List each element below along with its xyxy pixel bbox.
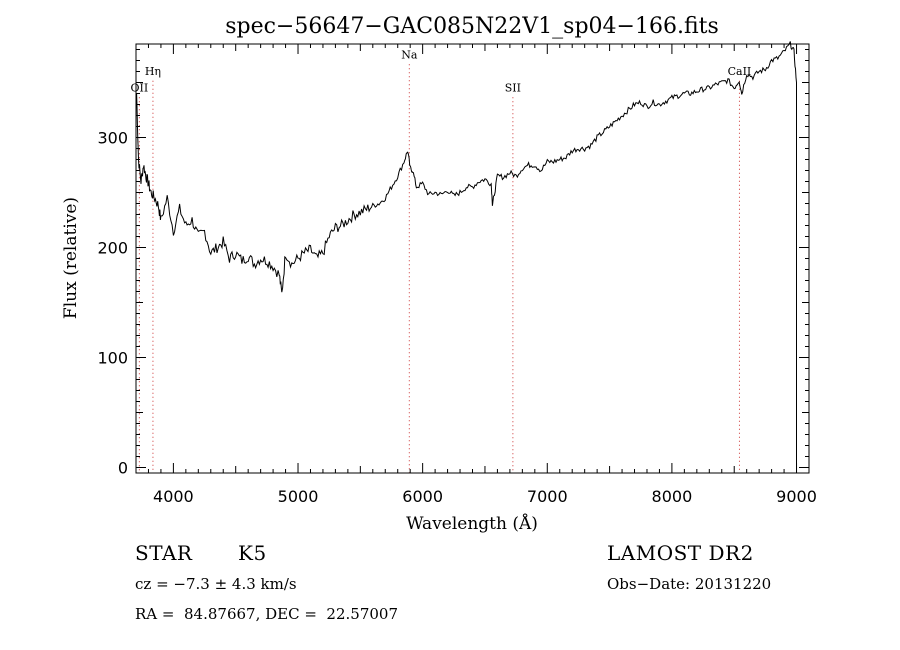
plot-frame [135,43,810,474]
object-class: STAR [135,541,193,565]
object-subclass: K5 [238,541,267,565]
observation-date: Obs−Date: 20131220 [607,575,772,593]
x-tick-label: 5000 [278,487,319,506]
spectral-line-label: Na [401,48,418,61]
spectral-line-label: OII [131,81,149,94]
spectral-line-label: CaII [728,65,752,78]
spectrum-line [136,41,797,473]
axis-ticks: 4000 5000 6000 7000 8000 9000 0 100 200 300 [97,44,817,506]
chart-title: spec−56647−GAC085N22V1_sp04−166.fits [225,14,719,39]
spectral-line-label: Hη [145,65,161,78]
y-tick-label: 300 [97,129,128,148]
coordinates-readout: RA = 84.87667, DEC = 22.57007 [135,605,399,623]
velocity-readout: cz = −7.3 ± 4.3 km/s [135,575,297,593]
spectral-line-markers: OII Hη Na SII CaII [131,48,752,473]
x-axis-label: Wavelength (Å) [406,513,538,534]
x-tick-label: 9000 [776,487,817,506]
y-tick-label: 200 [97,239,128,258]
x-tick-label: 8000 [652,487,693,506]
survey-name: LAMOST DR2 [607,541,754,565]
y-tick-label: 100 [97,349,128,368]
y-tick-label: 0 [118,459,128,478]
x-tick-label: 6000 [402,487,443,506]
spectrum-series [136,41,797,473]
x-tick-label: 7000 [527,487,568,506]
spectral-line-label: SII [505,81,521,94]
x-tick-label: 4000 [153,487,194,506]
y-axis-label: Flux (relative) [61,197,81,319]
